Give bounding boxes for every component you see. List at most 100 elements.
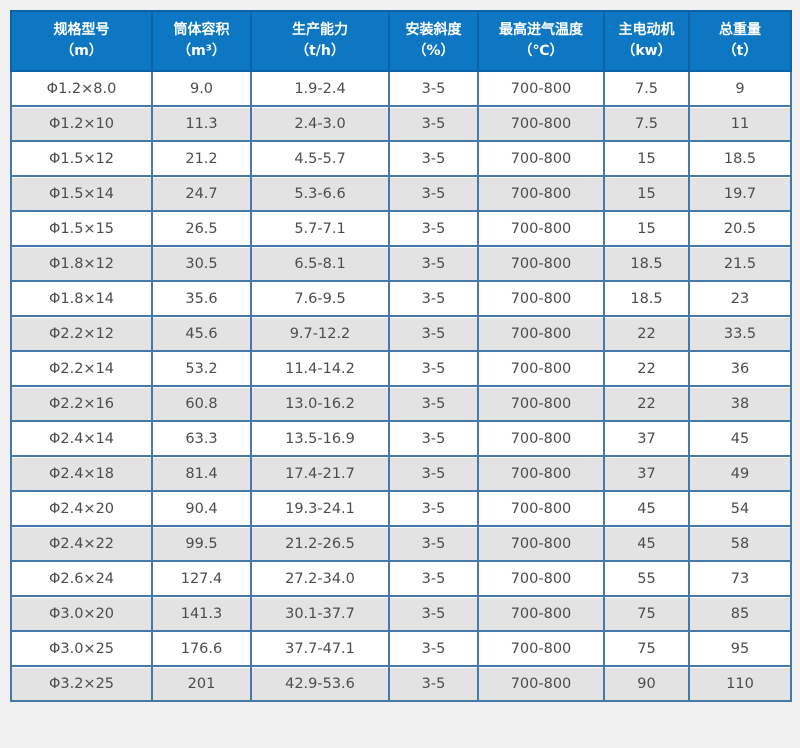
cell: Φ3.0×25 (10, 630, 153, 667)
cell: 21.5 (688, 245, 792, 282)
cell: 3-5 (388, 595, 479, 632)
cell: 3-5 (388, 175, 479, 212)
cell: 3-5 (388, 350, 479, 387)
cell: 700-800 (477, 490, 605, 527)
cell: 201 (151, 665, 252, 702)
table-row: Φ1.2×10 11.3 2.4-3.0 3-5 700-800 7.5 11 (10, 105, 792, 142)
cell: 35.6 (151, 280, 252, 317)
cell: 700-800 (477, 70, 605, 107)
cell: 3-5 (388, 280, 479, 317)
cell: Φ2.4×14 (10, 420, 153, 457)
table-body: Φ1.2×8.0 9.0 1.9-2.4 3-5 700-800 7.5 9 Φ1.2×10 1… (10, 70, 792, 702)
cell: 45.6 (151, 315, 252, 352)
cell: 37.7-47.1 (250, 630, 390, 667)
cell: 3-5 (388, 455, 479, 492)
cell: 700-800 (477, 280, 605, 317)
cell: 9 (688, 70, 792, 107)
cell: 99.5 (151, 525, 252, 562)
table-row: Φ3.2×25 201 42.9-53.6 3-5 700-800 90 110 (10, 665, 792, 702)
column-header-1: 筒体容积 （m³） (151, 10, 252, 72)
cell: Φ3.2×25 (10, 665, 153, 702)
cell: 13.5-16.9 (250, 420, 390, 457)
cell: Φ1.5×15 (10, 210, 153, 247)
cell: 19.7 (688, 175, 792, 212)
table-row: Φ3.0×25 176.6 37.7-47.1 3-5 700-800 75 95 (10, 630, 792, 667)
cell: 30.1-37.7 (250, 595, 390, 632)
cell: 11.3 (151, 105, 252, 142)
cell: 700-800 (477, 455, 605, 492)
cell: 75 (603, 630, 690, 667)
table-row: Φ2.2×14 53.2 11.4-14.2 3-5 700-800 22 36 (10, 350, 792, 387)
cell: 3-5 (388, 315, 479, 352)
cell: Φ3.0×20 (10, 595, 153, 632)
cell: 54 (688, 490, 792, 527)
cell: Φ2.2×14 (10, 350, 153, 387)
cell: 3-5 (388, 70, 479, 107)
cell: 30.5 (151, 245, 252, 282)
cell: 5.3-6.6 (250, 175, 390, 212)
cell: 127.4 (151, 560, 252, 597)
cell: 1.9-2.4 (250, 70, 390, 107)
cell: 33.5 (688, 315, 792, 352)
cell: Φ2.4×18 (10, 455, 153, 492)
cell: Φ1.2×8.0 (10, 70, 153, 107)
cell: 45 (688, 420, 792, 457)
cell: 700-800 (477, 140, 605, 177)
column-unit: （t/h） (295, 43, 345, 59)
cell: 75 (603, 595, 690, 632)
cell: 90.4 (151, 490, 252, 527)
cell: 90 (603, 665, 690, 702)
table-row: Φ3.0×20 141.3 30.1-37.7 3-5 700-800 75 85 (10, 595, 792, 632)
cell: 700-800 (477, 385, 605, 422)
table-row: Φ2.4×22 99.5 21.2-26.5 3-5 700-800 45 58 (10, 525, 792, 562)
table-header: 规格型号 （m） 筒体容积 （m³） 生产能力 （t/h） 安装斜度 （%） 最高进气温度 （℃）… (10, 10, 792, 72)
specification-table: 规格型号 （m） 筒体容积 （m³） 生产能力 （t/h） 安装斜度 （%） 最高进气温度 （℃）… (10, 10, 792, 702)
cell: 81.4 (151, 455, 252, 492)
cell: 45 (603, 525, 690, 562)
cell: 17.4-21.7 (250, 455, 390, 492)
cell: 15 (603, 140, 690, 177)
cell: 3-5 (388, 630, 479, 667)
cell: Φ2.2×12 (10, 315, 153, 352)
cell: 15 (603, 175, 690, 212)
cell: 3-5 (388, 385, 479, 422)
cell: 15 (603, 210, 690, 247)
cell: 700-800 (477, 665, 605, 702)
cell: 63.3 (151, 420, 252, 457)
cell: 9.0 (151, 70, 252, 107)
table-row: Φ2.4×18 81.4 17.4-21.7 3-5 700-800 37 49 (10, 455, 792, 492)
cell: 3-5 (388, 525, 479, 562)
cell: 49 (688, 455, 792, 492)
cell: 3-5 (388, 560, 479, 597)
cell: 18.5 (688, 140, 792, 177)
cell: 3-5 (388, 105, 479, 142)
cell: 3-5 (388, 140, 479, 177)
table-row: Φ2.6×24 127.4 27.2-34.0 3-5 700-800 55 73 (10, 560, 792, 597)
cell: 26.5 (151, 210, 252, 247)
cell: Φ2.4×20 (10, 490, 153, 527)
table-row: Φ2.2×12 45.6 9.7-12.2 3-5 700-800 22 33.5 (10, 315, 792, 352)
cell: 7.6-9.5 (250, 280, 390, 317)
cell: 55 (603, 560, 690, 597)
cell: 27.2-34.0 (250, 560, 390, 597)
cell: 60.8 (151, 385, 252, 422)
column-title: 安装斜度 (405, 22, 462, 38)
column-title: 最高进气温度 (499, 22, 583, 38)
cell: 24.7 (151, 175, 252, 212)
cell: 20.5 (688, 210, 792, 247)
cell: 700-800 (477, 595, 605, 632)
column-header-5: 主电动机 （kw） (603, 10, 690, 72)
cell: 9.7-12.2 (250, 315, 390, 352)
table-row: Φ1.2×8.0 9.0 1.9-2.4 3-5 700-800 7.5 9 (10, 70, 792, 107)
cell: 5.7-7.1 (250, 210, 390, 247)
table-row: Φ1.5×14 24.7 5.3-6.6 3-5 700-800 15 19.7 (10, 175, 792, 212)
column-unit: （℃） (518, 43, 564, 59)
column-title: 主电动机 (618, 22, 675, 38)
column-unit: （m） (60, 43, 103, 59)
cell: 3-5 (388, 420, 479, 457)
cell: 18.5 (603, 280, 690, 317)
cell: 45 (603, 490, 690, 527)
cell: 11.4-14.2 (250, 350, 390, 387)
cell: 95 (688, 630, 792, 667)
